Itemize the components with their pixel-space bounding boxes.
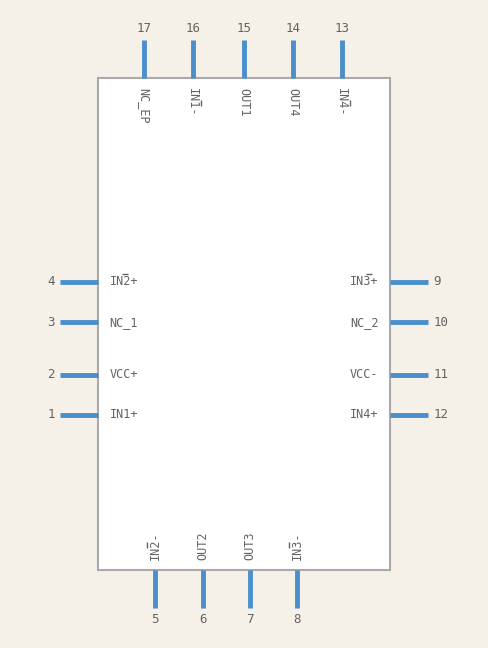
Text: 17: 17 bbox=[137, 22, 151, 35]
Text: 3: 3 bbox=[47, 316, 55, 329]
Text: 13: 13 bbox=[334, 22, 349, 35]
Text: OUT1: OUT1 bbox=[238, 87, 250, 116]
Text: IN2+: IN2+ bbox=[110, 275, 138, 288]
Text: 5: 5 bbox=[151, 613, 159, 626]
Text: 4: 4 bbox=[47, 275, 55, 288]
Text: NC_1: NC_1 bbox=[110, 316, 138, 329]
Text: 9: 9 bbox=[433, 275, 441, 288]
Text: IN3-: IN3- bbox=[291, 532, 304, 561]
Text: IN2-: IN2- bbox=[149, 532, 162, 561]
Text: OUT4: OUT4 bbox=[286, 87, 299, 116]
Text: 1: 1 bbox=[47, 408, 55, 421]
Text: 7: 7 bbox=[246, 613, 254, 626]
Text: 15: 15 bbox=[237, 22, 251, 35]
Text: NC_2: NC_2 bbox=[350, 316, 378, 329]
Text: IN3+: IN3+ bbox=[350, 275, 378, 288]
Text: IN4-: IN4- bbox=[335, 87, 348, 116]
Text: 14: 14 bbox=[285, 22, 300, 35]
Text: IN1-: IN1- bbox=[186, 87, 199, 116]
Bar bbox=[98, 78, 390, 570]
Text: 6: 6 bbox=[199, 613, 206, 626]
Text: 2: 2 bbox=[47, 368, 55, 381]
Text: NC_EP: NC_EP bbox=[138, 87, 150, 123]
Text: 11: 11 bbox=[433, 368, 448, 381]
Text: IN4+: IN4+ bbox=[350, 408, 378, 421]
Text: OUT3: OUT3 bbox=[244, 532, 256, 561]
Text: 16: 16 bbox=[185, 22, 200, 35]
Text: VCC+: VCC+ bbox=[110, 368, 138, 381]
Text: 12: 12 bbox=[433, 408, 448, 421]
Text: 10: 10 bbox=[433, 316, 448, 329]
Text: 8: 8 bbox=[293, 613, 301, 626]
Text: OUT2: OUT2 bbox=[196, 532, 209, 561]
Text: VCC-: VCC- bbox=[350, 368, 378, 381]
Text: IN1+: IN1+ bbox=[110, 408, 138, 421]
